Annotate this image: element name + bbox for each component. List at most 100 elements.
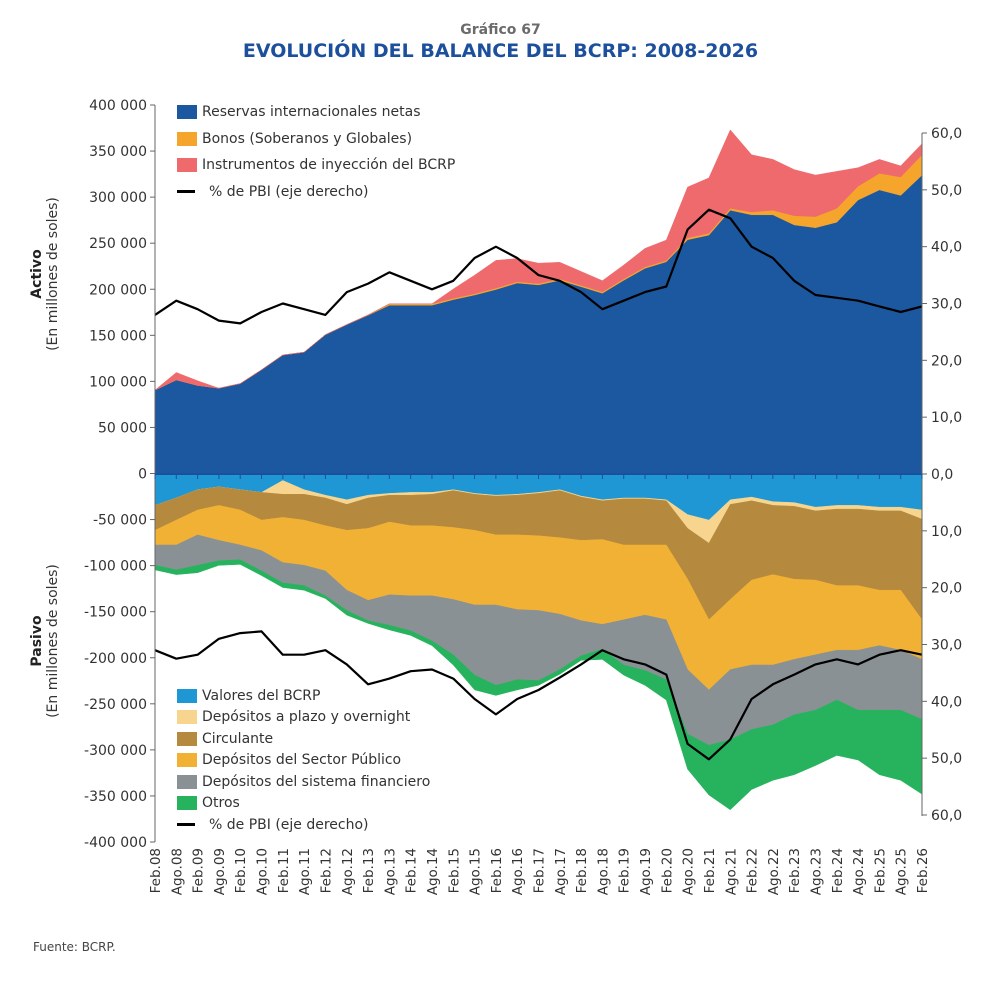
- left-axis-tick-label: 250 000: [89, 236, 147, 252]
- legend-item-bonos: Bonos (Soberanos y Globales): [177, 126, 455, 153]
- legend-item-circulante: Circulante: [177, 728, 430, 750]
- x-axis-tick-label: Feb.23: [787, 848, 803, 893]
- x-axis-tick-label: Ago.08: [169, 848, 185, 895]
- y-label-activo-units: (En millones de soles): [45, 197, 61, 351]
- legend-label: Depósitos del Sector Público: [202, 752, 402, 769]
- left-axis-tick-label: 350 000: [89, 144, 147, 160]
- x-axis-tick-label: Feb.24: [830, 848, 846, 893]
- legend-item-inyeccion: Instrumentos de inyección del BCRP: [177, 152, 455, 179]
- right-axis-tick-label: 50,0: [931, 183, 962, 199]
- pasivo-pbi-line: [154, 630, 923, 761]
- x-axis-tick-label: Feb.21: [702, 848, 718, 893]
- legend-activo: Reservas internacionales netas Bonos (So…: [177, 99, 455, 205]
- activo-pbi-line: [154, 208, 923, 325]
- x-axis-tick-label: Feb.12: [318, 848, 334, 893]
- y-label-activo: Activo (En millones de soles): [29, 144, 61, 404]
- x-axis-tick-label: Ago.10: [255, 848, 271, 895]
- x-axis-tick-label: Ago.12: [340, 848, 356, 895]
- left-axis-tick-label: -350 000: [84, 789, 147, 805]
- right-axis-tick-label: 10,0: [931, 524, 962, 540]
- x-axis-tick-label: Ago.25: [894, 848, 910, 895]
- right-axis-tick-label: 20,0: [931, 353, 962, 369]
- left-axis-tick-label: -150 000: [84, 605, 147, 621]
- x-axis-tick-label: Ago.23: [808, 848, 824, 895]
- left-axis-tick-label: -300 000: [84, 743, 147, 759]
- legend-label: Otros: [202, 795, 240, 812]
- legend-item-plazo: Depósitos a plazo y overnight: [177, 707, 430, 729]
- x-axis-tick-label: Feb.26: [915, 848, 931, 893]
- x-axis-tick-label: Feb.16: [489, 848, 505, 893]
- x-axis-tick-label: Ago.15: [468, 848, 484, 895]
- legend-swatch: [177, 774, 197, 789]
- legend-item-reservas: Reservas internacionales netas: [177, 99, 455, 126]
- left-axis-tick-label: 400 000: [89, 98, 147, 114]
- x-axis-tick-label: Ago.13: [382, 848, 398, 895]
- x-axis-tick-label: Feb.15: [446, 848, 462, 893]
- right-axis-tick-label: 60,0: [931, 808, 962, 824]
- y-label-pasivo: Pasivo (En millones de soles): [29, 511, 61, 771]
- x-axis-tick-label: Feb.14: [404, 848, 420, 893]
- legend-swatch: [177, 753, 197, 768]
- legend-pasivo: Valores del BCRP Depósitos a plazo y ove…: [177, 685, 430, 836]
- right-axis-tick-label: 10,0: [931, 410, 962, 426]
- legend-label: Bonos (Soberanos y Globales): [202, 130, 413, 147]
- left-axis-tick-label: 50 000: [98, 420, 147, 436]
- legend-line: [177, 190, 195, 194]
- x-axis-tick-label: Ago.17: [553, 848, 569, 895]
- left-axis-tick-label: -400 000: [84, 835, 147, 851]
- x-axis-tick-label: Ago.09: [212, 848, 228, 895]
- right-axis-tick-label: 30,0: [931, 296, 962, 312]
- x-axis-tick-label: Ago.11: [297, 848, 313, 895]
- x-axis-tick-label: Feb.11: [276, 848, 292, 893]
- legend-line: [177, 823, 195, 827]
- left-axis-tick-label: -200 000: [84, 651, 147, 667]
- x-axis-tick-label: Ago.19: [638, 848, 654, 895]
- chart-number: Gráfico 67: [460, 22, 541, 38]
- left-axis-tick-label: -100 000: [84, 559, 147, 575]
- legend-swatch: [177, 796, 197, 811]
- legend-item-pbi: % de PBI (eje derecho): [177, 179, 455, 206]
- legend-swatch: [177, 105, 197, 120]
- legend-swatch: [177, 131, 197, 146]
- x-axis-tick-label: Feb.10: [233, 848, 249, 893]
- chart-title: EVOLUCIÓN DEL BALANCE DEL BCRP: 2008-202…: [242, 40, 759, 62]
- x-axis-tick-label: Feb.22: [745, 848, 761, 893]
- right-axis-tick-label: 30,0: [931, 637, 962, 653]
- legend-label: Instrumentos de inyección del BCRP: [202, 157, 456, 174]
- y-label-pasivo-title: Pasivo: [29, 615, 45, 667]
- x-axis-tick-label: Feb.20: [659, 848, 675, 893]
- right-axis-tick-label: 50,0: [931, 751, 962, 767]
- right-axis-tick-label: 0,0: [931, 467, 953, 483]
- legend-swatch: [177, 710, 197, 725]
- left-axis-tick-label: 100 000: [89, 374, 147, 390]
- x-axis-tick-label: Feb.13: [361, 848, 377, 893]
- legend-item-sector-publico: Depósitos del Sector Público: [177, 750, 430, 772]
- right-axis-tick-label: 40,0: [931, 240, 962, 256]
- right-axis-tick-label: 40,0: [931, 694, 962, 710]
- legend-label: Depósitos del sistema financiero: [202, 773, 431, 790]
- x-axis-tick-label: Feb.25: [872, 848, 888, 893]
- x-axis-tick-label: Feb.18: [574, 848, 590, 893]
- legend-label: Reservas internacionales netas: [202, 104, 421, 121]
- x-axis-tick-label: Ago.22: [766, 848, 782, 895]
- source-note: Fuente: BCRP.: [33, 940, 116, 954]
- right-axis-tick-label: 60,0: [931, 126, 962, 142]
- legend-label: Valores del BCRP: [202, 687, 321, 704]
- left-axis-tick-label: 300 000: [89, 190, 147, 206]
- x-axis-tick-label: Feb.19: [617, 848, 633, 893]
- legend-item-pbi: % de PBI (eje derecho): [177, 814, 430, 836]
- x-axis-tick-label: Feb.17: [532, 848, 548, 893]
- x-axis-tick-label: Ago.18: [595, 848, 611, 895]
- x-axis-tick-label: Ago.20: [681, 848, 697, 895]
- left-axis-tick-label: -250 000: [84, 697, 147, 713]
- legend-item-sistema-financiero: Depósitos del sistema financiero: [177, 771, 430, 793]
- legend-item-valores: Valores del BCRP: [177, 685, 430, 707]
- legend-label: Depósitos a plazo y overnight: [202, 709, 411, 726]
- left-axis-tick-label: -50 000: [93, 513, 147, 529]
- legend-swatch: [177, 688, 197, 703]
- left-axis-tick-label: 150 000: [89, 328, 147, 344]
- legend-swatch: [177, 158, 197, 173]
- legend-label: % de PBI (eje derecho): [209, 183, 369, 200]
